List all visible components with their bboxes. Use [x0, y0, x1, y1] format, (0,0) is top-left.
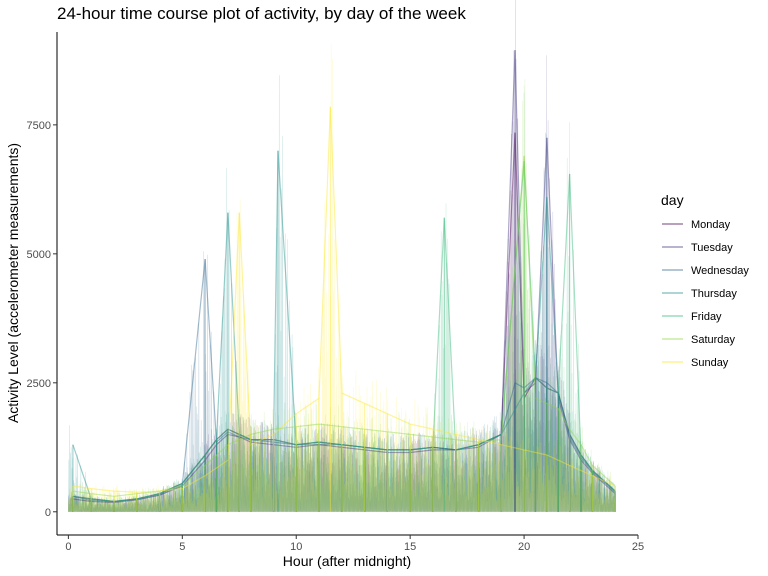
x-tick-label: 20 [518, 541, 530, 553]
series-texture-sunday [68, 43, 616, 512]
series-layer [72, 50, 616, 512]
x-axis-title: Hour (after midnight) [283, 553, 411, 569]
series-texture-saturday [68, 79, 616, 512]
x-axis-ticks: 0 5 10 15 20 25 [65, 535, 644, 553]
series-texture-thursday [68, 75, 616, 512]
series-texture-friday [68, 92, 616, 512]
chart-title: 24-hour time course plot of activity, by… [57, 4, 466, 23]
legend-label-friday: Friday [691, 311, 722, 323]
legend-label-monday: Monday [691, 219, 731, 231]
x-tick-label: 5 [179, 541, 185, 553]
x-tick-label: 15 [404, 541, 416, 553]
series-line-friday [72, 160, 616, 503]
y-tick-label: 0 [45, 507, 51, 519]
series-line-saturday [72, 155, 616, 497]
y-tick-label: 7500 [27, 120, 51, 132]
legend: day Monday Tuesday Wednesday Thursday Friday… [661, 192, 749, 369]
legend-label-sunday: Sunday [691, 357, 729, 369]
y-axis-title: Activity Level (accelerometer measuremen… [5, 143, 21, 423]
series-texture-wednesday [68, 251, 616, 512]
legend-label-tuesday: Tuesday [691, 242, 733, 254]
series-texture-tuesday [68, 0, 616, 512]
y-axis-ticks: 0 2500 5000 7500 [27, 120, 57, 519]
legend-title: day [661, 192, 684, 208]
legend-label-wednesday: Wednesday [691, 265, 749, 277]
series-line-wednesday [72, 258, 616, 503]
y-tick-label: 5000 [27, 249, 51, 261]
series-texture-monday [68, 118, 616, 512]
activity-noise-layer [68, 0, 616, 512]
series-line-sunday [72, 106, 616, 493]
legend-label-saturday: Saturday [691, 334, 736, 346]
x-tick-label: 10 [290, 541, 302, 553]
series-line-monday [72, 132, 616, 503]
x-tick-label: 25 [632, 541, 644, 553]
series-line-tuesday [72, 50, 616, 504]
x-tick-label: 0 [65, 541, 71, 553]
legend-label-thursday: Thursday [691, 288, 737, 300]
series-line-thursday [72, 150, 616, 503]
y-tick-label: 2500 [27, 378, 51, 390]
